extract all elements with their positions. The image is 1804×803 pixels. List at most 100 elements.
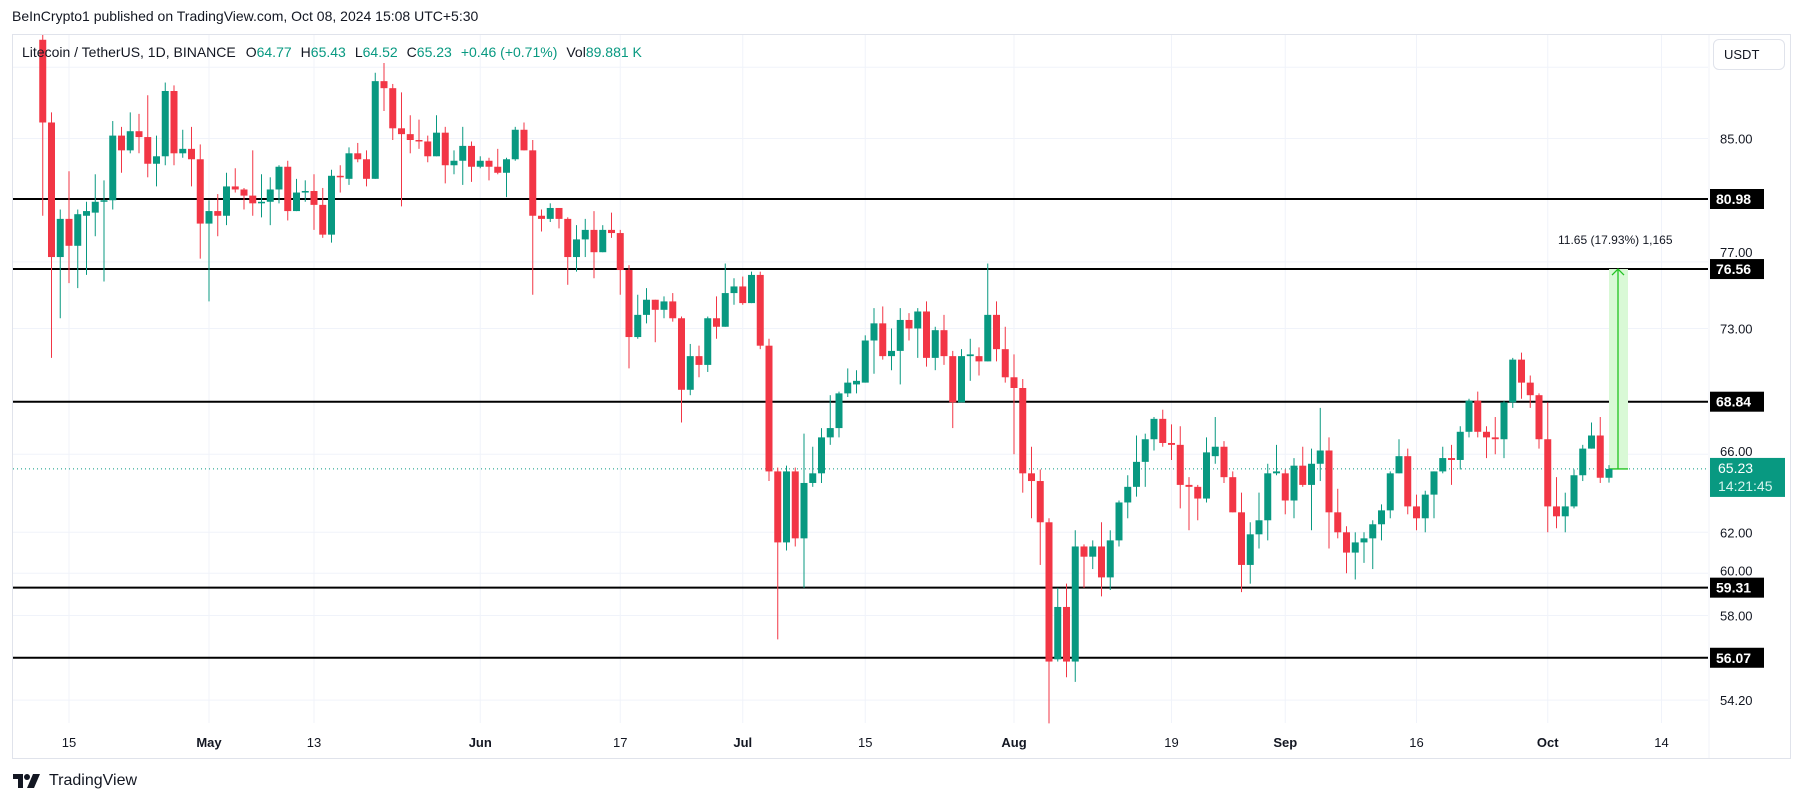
- candle[interactable]: [1168, 424, 1175, 460]
- candle[interactable]: [599, 225, 607, 253]
- candle[interactable]: [625, 265, 633, 369]
- candle[interactable]: [450, 150, 458, 175]
- candle[interactable]: [161, 82, 169, 166]
- candle[interactable]: [686, 343, 694, 396]
- candle[interactable]: [1596, 417, 1604, 483]
- candle[interactable]: [765, 338, 773, 482]
- candle[interactable]: [1369, 520, 1377, 570]
- candle[interactable]: [56, 209, 64, 319]
- candle[interactable]: [870, 308, 878, 374]
- candle[interactable]: [643, 288, 650, 324]
- candle[interactable]: [949, 350, 957, 429]
- candle[interactable]: [1246, 522, 1254, 584]
- candle[interactable]: [783, 465, 790, 551]
- candle[interactable]: [905, 313, 913, 341]
- candle[interactable]: [415, 119, 423, 149]
- candle[interactable]: [1465, 398, 1473, 438]
- candle[interactable]: [993, 301, 1000, 362]
- candle[interactable]: [940, 314, 948, 365]
- candle[interactable]: [371, 72, 379, 179]
- candle[interactable]: [1036, 469, 1044, 565]
- candle[interactable]: [83, 201, 90, 275]
- candle[interactable]: [1203, 437, 1210, 503]
- candle[interactable]: [503, 157, 510, 198]
- candle[interactable]: [1115, 500, 1123, 547]
- candle[interactable]: [1229, 471, 1237, 513]
- candle[interactable]: [1133, 435, 1140, 497]
- candle[interactable]: [958, 349, 965, 403]
- candle[interactable]: [791, 467, 799, 547]
- candle[interactable]: [634, 294, 642, 339]
- candle[interactable]: [581, 218, 589, 258]
- candle[interactable]: [109, 121, 117, 210]
- candle[interactable]: [721, 263, 729, 327]
- candle[interactable]: [1080, 544, 1088, 588]
- candle[interactable]: [826, 395, 834, 445]
- candle[interactable]: [1290, 458, 1298, 519]
- candle[interactable]: [835, 391, 843, 438]
- candle[interactable]: [1474, 391, 1482, 438]
- candle[interactable]: [1028, 446, 1035, 519]
- candle[interactable]: [818, 428, 825, 483]
- candle[interactable]: [651, 299, 659, 343]
- candle[interactable]: [1448, 444, 1455, 485]
- candle[interactable]: [1605, 465, 1613, 483]
- candle[interactable]: [914, 308, 922, 358]
- candle[interactable]: [1526, 375, 1534, 408]
- candle[interactable]: [1063, 583, 1070, 678]
- candle[interactable]: [590, 211, 598, 279]
- candle[interactable]: [1483, 426, 1490, 459]
- candle[interactable]: [1150, 417, 1158, 451]
- candle[interactable]: [984, 263, 992, 362]
- candle[interactable]: [616, 229, 624, 295]
- candle[interactable]: [1141, 433, 1149, 487]
- candle[interactable]: [748, 271, 755, 304]
- candle[interactable]: [1579, 444, 1587, 482]
- candle[interactable]: [564, 217, 572, 285]
- candle[interactable]: [1010, 354, 1018, 455]
- candle[interactable]: [118, 126, 125, 173]
- candle[interactable]: [135, 113, 143, 154]
- candle[interactable]: [1220, 441, 1228, 483]
- candle[interactable]: [1255, 492, 1263, 549]
- candle[interactable]: [1238, 492, 1245, 593]
- candle[interactable]: [756, 271, 764, 350]
- candle[interactable]: [1089, 540, 1097, 570]
- candle[interactable]: [485, 157, 493, 181]
- candle[interactable]: [240, 187, 248, 210]
- candle[interactable]: [345, 147, 353, 185]
- candle[interactable]: [1561, 492, 1569, 533]
- candle[interactable]: [1544, 402, 1552, 533]
- candle[interactable]: [153, 135, 160, 187]
- candle[interactable]: [1281, 469, 1289, 515]
- candle[interactable]: [704, 316, 712, 372]
- candle[interactable]: [1176, 426, 1184, 509]
- time-axis[interactable]: 15 May 13 Jun 17 Jul 15 Aug 19 Sep 16 Oct 14: [62, 735, 1669, 750]
- candle[interactable]: [196, 144, 204, 259]
- candle[interactable]: [249, 150, 257, 216]
- candle[interactable]: [1535, 393, 1543, 449]
- candle[interactable]: [520, 122, 528, 151]
- candle[interactable]: [179, 129, 187, 158]
- candle[interactable]: [144, 95, 152, 178]
- candle[interactable]: [1395, 439, 1403, 474]
- candle[interactable]: [126, 112, 134, 154]
- candle[interactable]: [380, 63, 388, 111]
- candle[interactable]: [459, 126, 467, 185]
- candle[interactable]: [205, 200, 213, 302]
- candle[interactable]: [310, 174, 318, 230]
- candle[interactable]: [529, 140, 537, 295]
- candle[interactable]: [555, 207, 563, 229]
- candle[interactable]: [1299, 446, 1307, 487]
- candle[interactable]: [100, 180, 108, 282]
- candle[interactable]: [39, 35, 47, 216]
- candle[interactable]: [1588, 422, 1595, 449]
- candle[interactable]: [1439, 446, 1447, 474]
- candle[interactable]: [1500, 400, 1508, 459]
- candle[interactable]: [1211, 417, 1219, 464]
- candle[interactable]: [328, 169, 335, 243]
- candle[interactable]: [511, 126, 519, 161]
- candle[interactable]: [1098, 522, 1105, 597]
- candle[interactable]: [1106, 530, 1114, 590]
- candle[interactable]: [275, 165, 283, 204]
